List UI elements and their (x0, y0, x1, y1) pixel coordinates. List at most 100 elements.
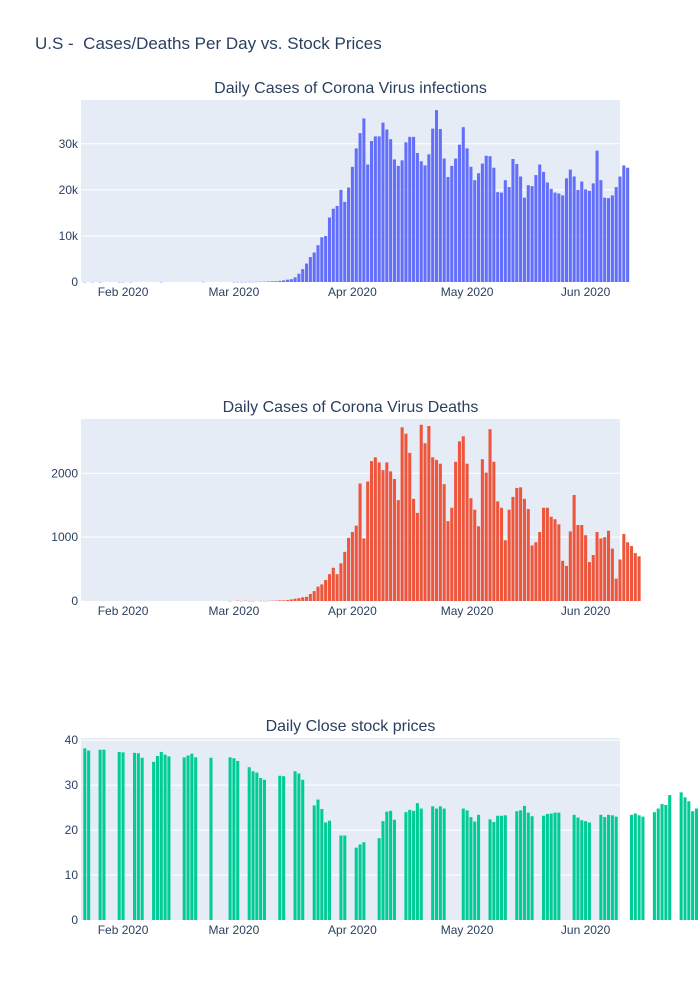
stock-bar (412, 810, 416, 920)
deaths-bar (450, 507, 454, 601)
stock-bar (377, 838, 381, 920)
deaths-bar (610, 548, 614, 601)
deaths-bar (568, 531, 572, 601)
cases-bar (301, 269, 305, 282)
stock-bar (251, 771, 255, 920)
deaths-bar (370, 461, 374, 601)
deaths-bar (385, 462, 389, 601)
deaths-bar (515, 487, 519, 601)
deaths-bar (519, 487, 523, 601)
stock-bar (83, 748, 87, 920)
cases-bar (431, 128, 435, 282)
stock-bar (473, 821, 477, 920)
deaths-bar (343, 551, 347, 601)
deaths-bar (392, 479, 396, 601)
stock-bar (381, 821, 385, 920)
cases-bar (400, 160, 404, 282)
cases-bar (339, 189, 343, 282)
stock-bar (656, 808, 660, 920)
stock-bar (339, 835, 343, 920)
cases-bar (343, 201, 347, 282)
deaths-bar (434, 459, 439, 601)
stock-bar (87, 750, 91, 920)
cases-bar (599, 180, 603, 282)
stock-bar (358, 844, 362, 920)
cases-subplot-title: Daily Cases of Corona Virus infections (214, 80, 487, 97)
cases-bar (293, 277, 297, 282)
stock-bar (584, 821, 588, 920)
deaths-bar (530, 545, 534, 601)
cases-bar (480, 163, 484, 282)
cases-bar (404, 142, 408, 282)
deaths-bar (538, 532, 542, 601)
deaths-bar (297, 598, 301, 601)
stock-bar (572, 814, 576, 920)
deaths-bar (580, 525, 584, 601)
stock-bar (549, 813, 553, 920)
cases-y-tick-label: 0 (71, 275, 78, 289)
stock-bar (477, 814, 481, 920)
cases-bar (415, 152, 419, 282)
cases-y-tick-label: 30k (59, 137, 79, 151)
cases-bar (385, 129, 389, 282)
stock-bar (519, 810, 523, 920)
cases-bar (270, 281, 274, 282)
stock-bar (98, 749, 102, 920)
stock-bar (587, 822, 591, 920)
deaths-bar (607, 530, 611, 601)
stock-bar (163, 754, 167, 920)
deaths-bar (511, 496, 515, 601)
cases-bar (591, 183, 595, 282)
cases-bar (266, 281, 270, 282)
cases-bar (614, 187, 618, 282)
stock-bar (262, 779, 267, 920)
deaths-bar (461, 436, 465, 601)
stock-bar (354, 847, 358, 920)
deaths-bar (354, 525, 358, 601)
stock-bar (324, 822, 328, 920)
stock-bar (389, 810, 393, 920)
deaths-x-tick-label: Feb 2020 (98, 604, 149, 618)
deaths-bar (603, 537, 607, 601)
cases-plot-area (81, 100, 620, 282)
cases-bar (496, 192, 500, 282)
stock-bar (392, 819, 396, 920)
deaths-bar (419, 424, 423, 601)
cases-bar (392, 159, 396, 282)
deaths-bar (576, 525, 580, 601)
deaths-x-tick-label: Jun 2020 (561, 604, 611, 618)
cases-bar (530, 186, 534, 282)
cases-bar (469, 166, 473, 282)
deaths-bar (324, 579, 328, 601)
deaths-bar (350, 532, 354, 601)
cases-bar (507, 187, 511, 282)
cases-bar (564, 178, 569, 282)
deaths-bar (282, 600, 286, 601)
stock-bar (301, 779, 305, 920)
cases-bar (427, 154, 431, 282)
cases-bar (461, 127, 465, 283)
cases-bar (622, 165, 626, 282)
deaths-bar (305, 596, 309, 601)
cases-bar (526, 185, 530, 282)
stock-bar (599, 814, 603, 920)
cases-bar (366, 164, 370, 282)
deaths-bar (465, 463, 469, 601)
stock-x-tick-label: Mar 2020 (209, 923, 260, 937)
stock-bar (297, 773, 301, 920)
cases-bar (347, 187, 351, 282)
cases-x-tick-label: May 2020 (441, 285, 494, 299)
cases-bar (320, 237, 324, 282)
stock-x-tick-label: Feb 2020 (98, 923, 149, 937)
deaths-bar (591, 555, 595, 601)
stock-bar (603, 817, 607, 920)
deaths-bar (534, 542, 538, 601)
deaths-bar (549, 516, 553, 601)
cases-bar (492, 167, 496, 282)
deaths-bar (522, 498, 526, 601)
cases-bar (316, 245, 320, 282)
deaths-bar (492, 461, 496, 601)
stock-bar (465, 810, 469, 920)
cases-bar (389, 139, 393, 282)
stock-chart: 0 10 20 30 40 Feb 2020 Mar 2020 Apr 2020 May 202… (65, 718, 698, 937)
